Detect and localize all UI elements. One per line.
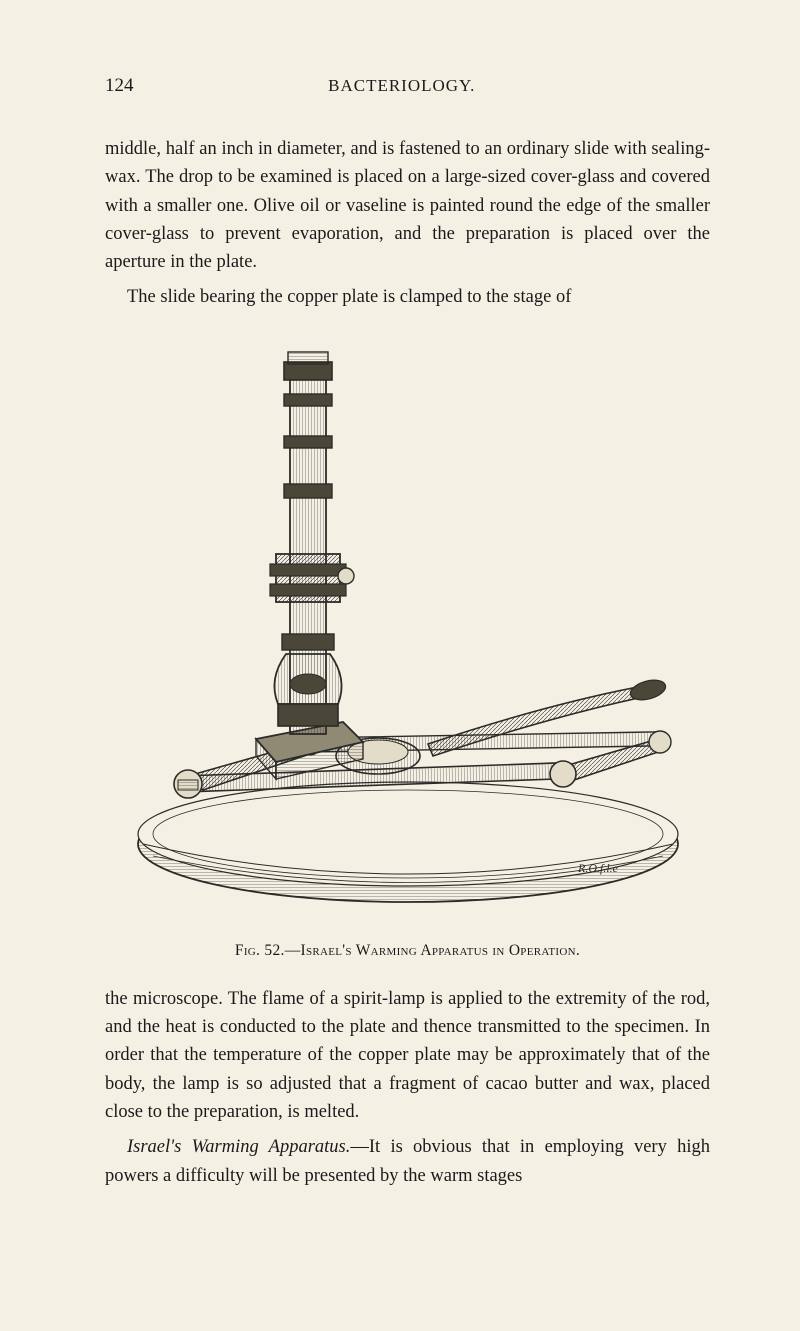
apparatus-illustration-icon: R.O.f.l.e (128, 344, 688, 924)
vertical-column (270, 352, 354, 734)
figure-label: Fig. 52. (235, 942, 285, 959)
paragraph-4-lead: Israel's Warming Apparatus. (127, 1137, 350, 1157)
paragraph-1: middle, half an inch in diameter, and is… (105, 135, 710, 276)
paragraph-2: The slide bearing the copper plate is cl… (105, 283, 710, 311)
paragraph-3: the microscope. The flame of a spirit-la… (105, 985, 710, 1126)
page-header: 124 BACTERIOLOGY. (105, 75, 710, 97)
figure-block: R.O.f.l.e (105, 344, 710, 960)
figure-caption: Fig. 52.—Israel's Warming Apparatus in O… (105, 942, 710, 960)
running-head: BACTERIOLOGY. (94, 76, 711, 96)
page-container: 124 BACTERIOLOGY. middle, half an inch i… (0, 0, 800, 1331)
paragraph-4: Israel's Warming Apparatus.—It is obviou… (105, 1133, 710, 1190)
engraver-signature: R.O.f.l.e (577, 861, 619, 875)
figure-title: —Israel's Warming Apparatus in Operation… (285, 942, 580, 959)
base-platform (138, 782, 678, 902)
